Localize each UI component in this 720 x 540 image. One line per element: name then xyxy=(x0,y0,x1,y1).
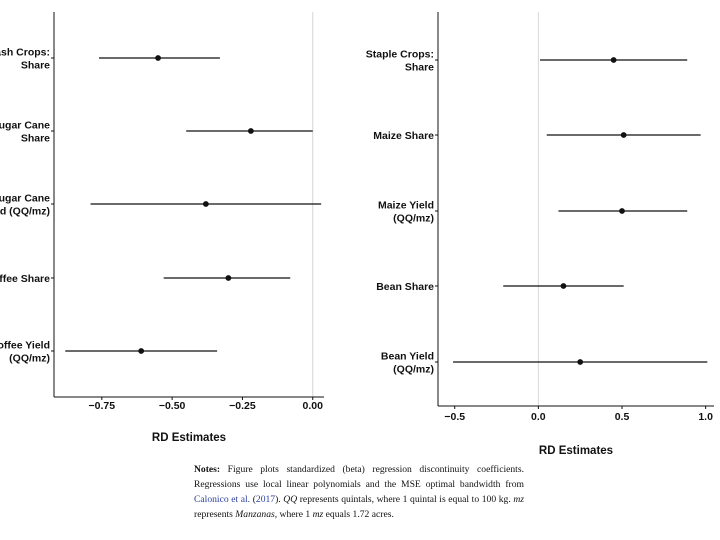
point-estimate xyxy=(247,128,254,134)
y-category-line: Yield (QQ/mz) xyxy=(0,206,50,218)
x-tick-label: −0.75 xyxy=(89,400,116,412)
point-estimate xyxy=(155,55,161,61)
point-estimate xyxy=(577,359,584,365)
notes-text-5: , where 1 xyxy=(274,509,313,520)
notes-qq: QQ xyxy=(283,494,298,505)
x-axis-title: RD Estimates xyxy=(539,445,613,457)
x-tick-label: −0.25 xyxy=(229,400,256,412)
x-tick-label: −0.5 xyxy=(444,411,465,423)
point-estimate xyxy=(138,348,145,354)
y-category-label: Bean Share xyxy=(376,281,434,293)
x-axis-title: RD Estimates xyxy=(152,432,226,444)
notes-label: Notes: xyxy=(194,464,221,475)
y-category-label: Bean Yield (QQ/mz) xyxy=(381,351,434,376)
y-category-line: Share xyxy=(21,133,50,145)
notes-mz: mz xyxy=(513,494,524,505)
point-estimate xyxy=(202,201,209,207)
chart-panel-1: −0.75 −0.50 −0.25 0.00 RD Estimates Cash Crop… xyxy=(0,12,324,444)
y-category-line: Sugar Cane xyxy=(0,120,50,132)
x-tick-label: 0.5 xyxy=(615,411,630,423)
y-category-line: Staple Crops: xyxy=(366,49,434,61)
point-estimate xyxy=(619,208,625,214)
y-category-line: (QQ/mz) xyxy=(9,353,50,365)
y-category-label: Sugar CaneYield (QQ/mz) xyxy=(0,193,50,218)
y-category-label: Maize Yield (QQ/mz) xyxy=(378,200,434,225)
point-estimate xyxy=(560,283,567,289)
y-category-line: Maize Yield xyxy=(378,200,434,212)
notes-manzanas: Manzanas xyxy=(235,509,275,520)
y-category-line: Share xyxy=(405,62,434,74)
notes-text-6: equals 1.72 acres. xyxy=(323,509,394,520)
point-estimate xyxy=(225,275,232,281)
y-category-label: Cash Crops:Share xyxy=(0,47,50,72)
y-category-line: Coffee Share xyxy=(0,273,50,285)
y-category-line: (QQ/mz) xyxy=(393,213,434,225)
y-category-line: Cash Crops: xyxy=(0,47,50,59)
y-category-label: Maize Share xyxy=(373,130,434,142)
y-category-label: Coffee Share xyxy=(0,273,50,285)
y-category-line: Maize Share xyxy=(373,130,434,142)
notes-mz-2: mz xyxy=(312,509,324,520)
y-category-line: Coffee Yield xyxy=(0,340,50,352)
notes-text-2: . xyxy=(278,494,284,505)
x-tick-label: −0.50 xyxy=(159,400,186,412)
y-category-line: Bean Share xyxy=(376,281,434,293)
y-category-label: Staple Crops: Share xyxy=(366,49,434,74)
x-tick-label: 0.0 xyxy=(531,411,546,423)
notes-text-1: Figure plots standardized (beta) regress… xyxy=(194,464,524,490)
y-category-line: Bean Yield xyxy=(381,351,434,363)
citation-year[interactable]: 2017 xyxy=(255,494,276,505)
chart-panel-2: −0.5 0.0 0.5 1.0 RD Estimates Staple Crops: Sh… xyxy=(366,12,714,457)
notes-text-3: represents quintals, where 1 quintal is … xyxy=(297,494,514,505)
citation-link[interactable]: Calonico et al. xyxy=(194,494,251,505)
x-tick-label: 0.00 xyxy=(303,400,324,412)
chart-figure: −0.75 −0.50 −0.25 0.00 RD Estimates Cash Crop… xyxy=(0,12,714,457)
x-tick-label: 1.0 xyxy=(698,411,713,423)
y-category-line: Share xyxy=(21,60,50,72)
notes-text-4: represents xyxy=(194,509,236,520)
point-estimate xyxy=(620,132,627,138)
y-category-line: Sugar Cane xyxy=(0,193,50,205)
y-category-label: Coffee Yield(QQ/mz) xyxy=(0,340,50,365)
y-category-line: (QQ/mz) xyxy=(393,364,434,376)
point-estimate xyxy=(610,57,617,63)
figure-notes: Notes: Figure plots standardized (beta) … xyxy=(194,464,524,520)
